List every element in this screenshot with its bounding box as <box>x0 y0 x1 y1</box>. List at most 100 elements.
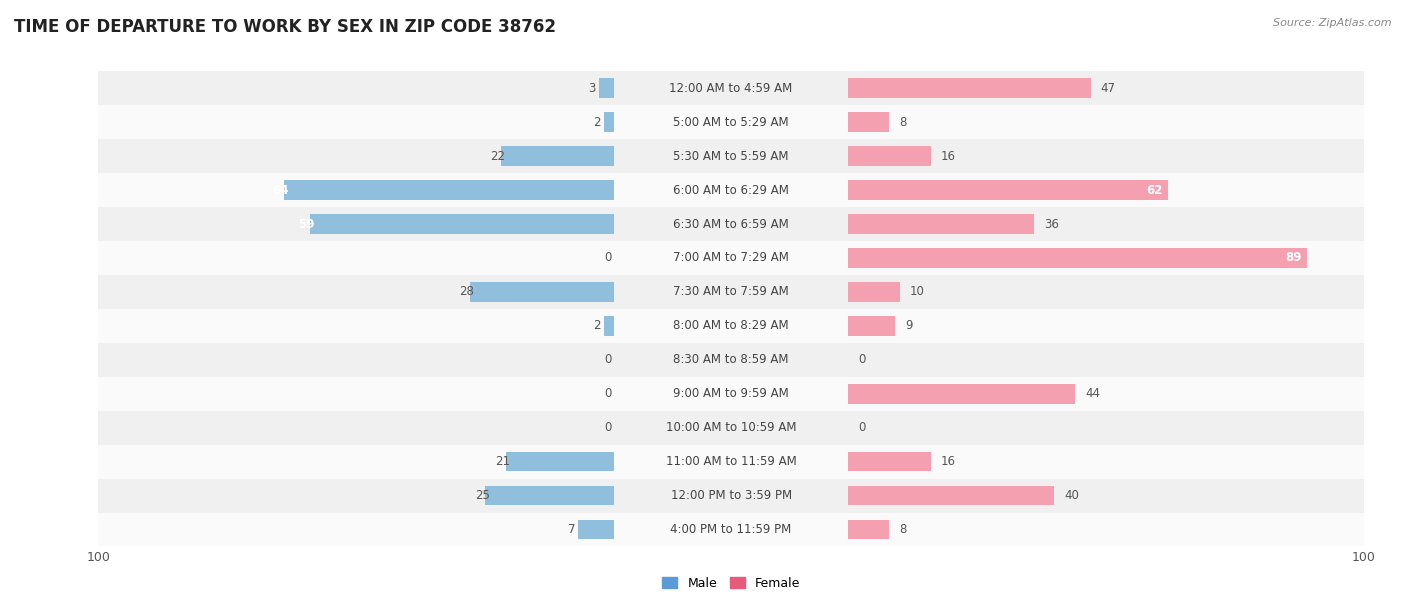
Bar <box>848 452 931 472</box>
Bar <box>848 105 1364 139</box>
Bar <box>614 241 848 275</box>
Bar <box>98 377 614 410</box>
Bar <box>98 173 614 207</box>
Text: 8:30 AM to 8:59 AM: 8:30 AM to 8:59 AM <box>673 353 789 366</box>
Text: 12:00 AM to 4:59 AM: 12:00 AM to 4:59 AM <box>669 82 793 95</box>
Bar <box>848 71 1364 105</box>
Bar <box>98 105 614 139</box>
Bar <box>614 173 848 207</box>
Text: 22: 22 <box>491 150 505 163</box>
Bar <box>284 180 614 200</box>
Text: 4:00 PM to 11:59 PM: 4:00 PM to 11:59 PM <box>671 523 792 536</box>
Text: 5:00 AM to 5:29 AM: 5:00 AM to 5:29 AM <box>673 116 789 129</box>
Text: 16: 16 <box>941 455 956 468</box>
Text: 8:00 AM to 8:29 AM: 8:00 AM to 8:29 AM <box>673 320 789 333</box>
Bar <box>614 139 848 173</box>
Text: 2: 2 <box>593 320 600 333</box>
Bar <box>98 343 614 377</box>
Text: 62: 62 <box>1146 184 1163 197</box>
Bar <box>848 377 1364 410</box>
Text: 10:00 AM to 10:59 AM: 10:00 AM to 10:59 AM <box>666 421 796 434</box>
Bar <box>614 343 848 377</box>
Text: TIME OF DEPARTURE TO WORK BY SEX IN ZIP CODE 38762: TIME OF DEPARTURE TO WORK BY SEX IN ZIP … <box>14 18 555 36</box>
Text: 0: 0 <box>603 353 612 366</box>
Text: 8: 8 <box>900 523 907 536</box>
Bar <box>848 112 890 132</box>
Text: 8: 8 <box>900 116 907 129</box>
Bar <box>614 377 848 410</box>
Bar <box>848 513 1364 546</box>
Bar <box>98 241 614 275</box>
Text: 44: 44 <box>1085 387 1101 400</box>
Bar <box>848 146 931 166</box>
Text: 7:00 AM to 7:29 AM: 7:00 AM to 7:29 AM <box>673 251 789 264</box>
Bar <box>309 214 614 234</box>
Text: 10: 10 <box>910 285 925 298</box>
Bar <box>614 445 848 479</box>
Legend: Male, Female: Male, Female <box>658 572 804 594</box>
Bar <box>485 486 614 505</box>
Bar <box>848 241 1364 275</box>
Bar <box>848 207 1364 241</box>
Text: 9: 9 <box>905 320 912 333</box>
Bar <box>848 173 1364 207</box>
Bar <box>98 479 614 513</box>
Bar <box>501 146 614 166</box>
Bar <box>848 445 1364 479</box>
Text: 0: 0 <box>603 421 612 434</box>
Text: 28: 28 <box>460 285 474 298</box>
Bar <box>848 180 1168 200</box>
Bar <box>603 316 614 336</box>
Text: 40: 40 <box>1064 489 1080 502</box>
Bar <box>98 139 614 173</box>
Bar <box>848 410 1364 445</box>
Text: 3: 3 <box>588 82 596 95</box>
Text: 36: 36 <box>1045 217 1059 230</box>
Text: 7: 7 <box>568 523 575 536</box>
Text: 25: 25 <box>475 489 489 502</box>
Bar <box>848 282 900 302</box>
Bar <box>848 384 1076 403</box>
Bar <box>98 513 614 546</box>
Bar <box>614 479 848 513</box>
Text: 0: 0 <box>859 353 866 366</box>
Bar <box>599 78 614 98</box>
Bar <box>470 282 614 302</box>
Bar <box>98 71 614 105</box>
Text: 0: 0 <box>859 421 866 434</box>
Bar <box>848 343 1364 377</box>
Bar <box>603 112 614 132</box>
Bar <box>848 486 1054 505</box>
Text: 7:30 AM to 7:59 AM: 7:30 AM to 7:59 AM <box>673 285 789 298</box>
Bar <box>98 275 614 309</box>
Bar <box>614 513 848 546</box>
Bar <box>614 410 848 445</box>
Text: 0: 0 <box>603 387 612 400</box>
Text: Source: ZipAtlas.com: Source: ZipAtlas.com <box>1274 18 1392 28</box>
Bar <box>98 410 614 445</box>
Text: 2: 2 <box>593 116 600 129</box>
Text: 6:30 AM to 6:59 AM: 6:30 AM to 6:59 AM <box>673 217 789 230</box>
Bar <box>614 275 848 309</box>
Bar <box>578 520 614 539</box>
Bar <box>98 309 614 343</box>
Text: 89: 89 <box>1285 251 1302 264</box>
Text: 47: 47 <box>1101 82 1116 95</box>
Text: 6:00 AM to 6:29 AM: 6:00 AM to 6:29 AM <box>673 184 789 197</box>
Bar <box>848 78 1091 98</box>
Text: 16: 16 <box>941 150 956 163</box>
Bar <box>98 445 614 479</box>
Bar <box>614 71 848 105</box>
Bar <box>848 139 1364 173</box>
Bar <box>848 520 890 539</box>
Bar <box>848 309 1364 343</box>
Bar <box>614 309 848 343</box>
Text: 12:00 PM to 3:59 PM: 12:00 PM to 3:59 PM <box>671 489 792 502</box>
Bar <box>848 248 1308 268</box>
Bar <box>98 207 614 241</box>
Text: 21: 21 <box>495 455 510 468</box>
Text: 59: 59 <box>298 217 315 230</box>
Text: 5:30 AM to 5:59 AM: 5:30 AM to 5:59 AM <box>673 150 789 163</box>
Bar <box>848 316 894 336</box>
Bar <box>506 452 614 472</box>
